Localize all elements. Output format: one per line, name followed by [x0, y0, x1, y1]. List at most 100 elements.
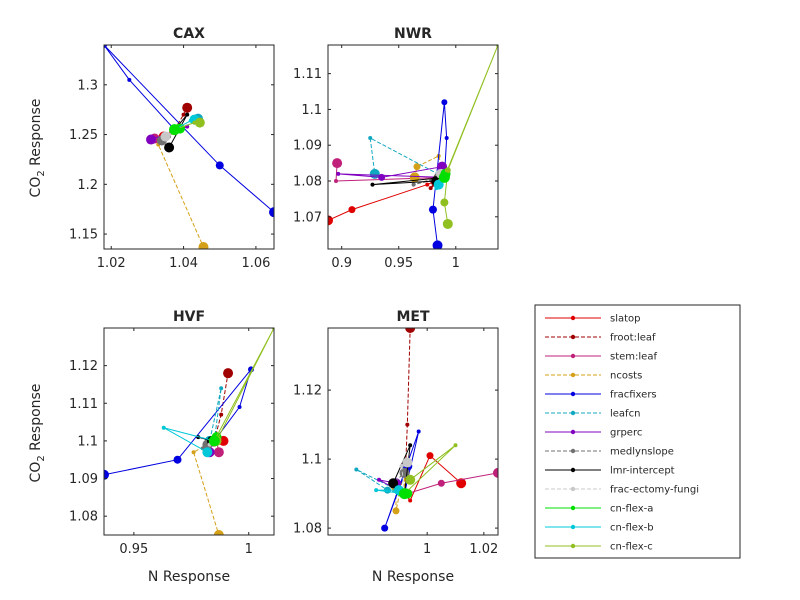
xlabel-left: N Response	[148, 569, 230, 585]
legend: slatop froot:leaf stem:leaf ncosts fracfixer…	[534, 304, 741, 559]
y-tick-label: 1.12	[69, 359, 98, 374]
data-point-slatop	[456, 478, 467, 489]
data-point-slatop	[328, 215, 333, 226]
data-point-lmr-intercept	[164, 142, 175, 153]
series-group-nwr	[328, 45, 498, 249]
data-point-froot-leaf	[219, 412, 224, 417]
data-point-leafcn	[368, 136, 373, 141]
data-point-stem-leaf	[437, 479, 445, 487]
series-line-fracfixers	[104, 45, 274, 213]
axes-frame	[103, 327, 275, 536]
data-point-lmr-intercept	[185, 112, 190, 117]
panel-nwr: 0.9 0.95 1 1.07 1.08 1.09 1.1 1.11 NWR	[293, 26, 499, 271]
data-point-ncosts	[191, 450, 196, 455]
data-point-frac-ectomy-fungi	[402, 457, 413, 468]
y-tick-label: 1.08	[293, 522, 322, 537]
legend-marker	[570, 524, 576, 530]
series-line-ncosts	[414, 155, 445, 178]
x-tick-label: 1.06	[241, 256, 270, 271]
axes-frame	[327, 327, 499, 536]
legend-marker	[570, 391, 576, 397]
series-group-met	[354, 328, 498, 532]
legend-label: stem:leaf	[610, 352, 657, 363]
data-point-fracfixers	[237, 405, 242, 410]
legend-marker	[570, 429, 576, 435]
y-tick-label: 1.25	[69, 128, 98, 143]
plot-area-nwr	[328, 45, 498, 249]
data-point-fracfixers	[173, 455, 182, 464]
data-point-cn-flex-b	[374, 488, 379, 493]
data-point-medlynslope	[411, 182, 416, 187]
plot-area-cax	[104, 45, 274, 249]
default-point	[399, 488, 410, 500]
ylabel-top: CO2 Response	[28, 99, 47, 198]
data-point-fracfixers	[444, 136, 449, 141]
y-tick-label: 1.1	[301, 453, 322, 468]
data-point-froot-leaf	[181, 112, 186, 117]
data-point-fracfixers	[428, 205, 437, 214]
data-point-cn-flex-c	[194, 117, 205, 128]
data-point-leafcn	[354, 467, 359, 472]
y-tick-label: 1.11	[69, 397, 98, 412]
legend-marker	[570, 486, 576, 492]
xlabel-right: N Response	[372, 569, 454, 585]
y-tick-label: 1.11	[293, 67, 322, 82]
data-point-cn-flex-b	[161, 425, 166, 430]
data-point-lmr-intercept	[408, 443, 413, 448]
legend-item-lmr-intercept: lmr-intercept	[545, 466, 675, 477]
legend-marker	[570, 315, 576, 321]
plot-area-hvf	[104, 328, 274, 535]
x-tick-label: 0.95	[119, 542, 148, 557]
x-tick-label: 1	[452, 256, 460, 271]
panel-title: CAX	[173, 26, 205, 42]
axes-frame	[103, 44, 275, 250]
legend-label: cn-flex-c	[610, 542, 653, 553]
y-tick-label: 1.09	[69, 472, 98, 487]
legend-label: froot:leaf	[610, 333, 656, 344]
legend-label: cn-flex-b	[610, 523, 654, 534]
data-point-lmr-intercept	[370, 182, 375, 187]
legend-item-leafcn: leafcn	[545, 409, 640, 420]
default-point	[208, 435, 220, 447]
data-point-stem-leaf	[213, 447, 224, 458]
data-point-fracfixers	[381, 524, 389, 532]
data-point-cn-flex-c	[453, 443, 458, 448]
default-point	[169, 124, 181, 136]
series-line-leafcn	[369, 137, 445, 178]
data-point-cn-flex-b	[433, 179, 444, 190]
ylabel-top-subscript: 2	[36, 170, 47, 176]
legend-item-ncosts: ncosts	[545, 371, 642, 382]
x-tick-label: 0.95	[384, 256, 413, 271]
data-point-stem-leaf	[493, 467, 498, 478]
data-point-leafcn	[219, 386, 224, 391]
default-point	[438, 171, 450, 183]
data-point-fracfixers	[416, 429, 421, 434]
legend-label: slatop	[610, 314, 641, 325]
legend-label: frac-ectomy-fungi	[610, 485, 699, 496]
y-tick-label: 1.1	[301, 103, 322, 118]
panel-title: NWR	[394, 26, 432, 42]
x-tick-label: 1	[423, 542, 431, 557]
legend-item-cn-flex-c: cn-flex-c	[545, 542, 653, 553]
series-line-cn-flex-c	[213, 328, 274, 442]
panel-title: MET	[396, 309, 429, 325]
y-tick-label: 1.12	[293, 384, 322, 399]
y-tick-label: 1.2	[77, 178, 98, 193]
data-point-frac-ectomy-fungi	[160, 131, 171, 142]
y-tick-label: 1.07	[293, 210, 322, 225]
legend-label: grperc	[610, 428, 642, 439]
data-point-frac-ectomy-fungi	[399, 464, 404, 468]
data-point-cn-flex-b	[202, 447, 213, 458]
y-tick-label: 1.08	[69, 510, 98, 525]
legend-item-fracfixers: fracfixers	[545, 390, 657, 401]
data-point-cn-flex-c	[444, 167, 451, 174]
data-point-ncosts	[213, 530, 224, 535]
data-point-grperc	[377, 477, 381, 482]
x-tick-label: 1	[245, 542, 253, 557]
legend-marker	[570, 543, 576, 549]
data-point-grperc	[336, 171, 341, 176]
legend-item-grperc: grperc	[545, 428, 642, 439]
plot-area-met	[328, 328, 498, 535]
y-tick-label: 1.09	[293, 139, 322, 154]
